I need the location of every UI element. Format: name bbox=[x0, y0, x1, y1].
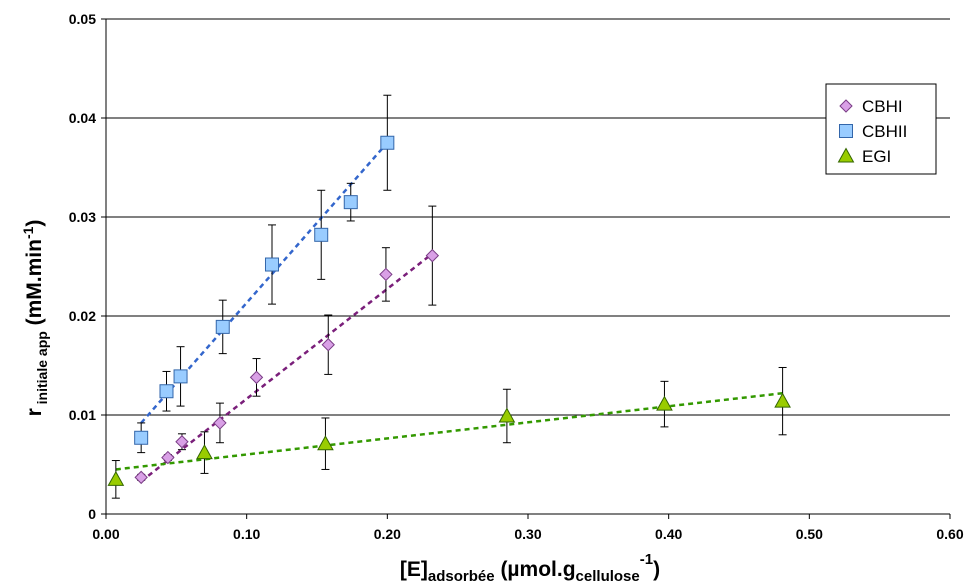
data-markers bbox=[107, 135, 791, 486]
egi-point bbox=[317, 435, 334, 451]
cbhi-point bbox=[379, 267, 393, 282]
cbhi-point bbox=[425, 248, 440, 263]
egi-trendline bbox=[115, 391, 783, 471]
grid-lines bbox=[106, 18, 950, 416]
legend-label-egi: EGI bbox=[862, 147, 891, 166]
x-axis-title-sub1: adsorbée bbox=[428, 568, 495, 581]
y-tick-label: 0.05 bbox=[69, 11, 96, 27]
egi-point bbox=[774, 392, 791, 408]
cbhii-point bbox=[215, 319, 230, 334]
cbhi-point bbox=[213, 416, 227, 430]
cbhi-point bbox=[134, 470, 148, 485]
legend-marker-cbhii bbox=[839, 124, 853, 138]
y-axis-title: r initiale app (mM.min-1) bbox=[20, 220, 50, 417]
egi-point bbox=[656, 395, 673, 411]
cbhi-point bbox=[161, 450, 175, 465]
x-tick-label: 0.20 bbox=[374, 526, 401, 542]
y-tick-label: 0.04 bbox=[69, 110, 96, 126]
egi-point bbox=[498, 407, 516, 423]
x-axis-title-mid: (µmol.g bbox=[495, 558, 576, 581]
legend-marker-egi bbox=[837, 147, 855, 163]
x-tick-label: 0.60 bbox=[936, 526, 963, 542]
y-axis-title-sup: -1 bbox=[20, 226, 36, 239]
y-tick-label: 0 bbox=[88, 506, 96, 522]
x-axis-title-end: ) bbox=[653, 558, 660, 581]
egi-point bbox=[196, 444, 213, 460]
cbhii-point bbox=[173, 369, 188, 384]
cbhi-point bbox=[175, 435, 189, 449]
cbhii-trendline bbox=[140, 141, 389, 424]
x-tick-label: 0.50 bbox=[796, 526, 823, 542]
x-tick-label: 0.10 bbox=[233, 526, 260, 542]
y-axis-title-mid: (mM.min bbox=[23, 239, 46, 331]
cbhi-trendline bbox=[140, 252, 434, 483]
x-tick-label: 0.00 bbox=[92, 526, 119, 542]
x-axis-title-sub2: cellulose bbox=[576, 568, 640, 581]
y-axis-title-end: ) bbox=[23, 220, 46, 227]
x-axis-title-main: [E] bbox=[400, 558, 428, 581]
x-axis-title-sup: -1 bbox=[640, 551, 653, 568]
cbhii-point bbox=[314, 227, 329, 242]
axes bbox=[101, 18, 951, 519]
cbhii-point bbox=[134, 430, 149, 445]
cbhii-point bbox=[264, 257, 279, 272]
y-axis-title-sub: initiale app bbox=[34, 331, 50, 408]
tick-labels: 0 0.01 0.02 0.03 0.04 0.05 0.00 0.10 0.20 0.30 0.4… bbox=[69, 11, 964, 542]
cbhii-point bbox=[159, 384, 174, 399]
cbhi-point bbox=[321, 338, 335, 352]
cbhi-point bbox=[249, 370, 264, 385]
egi-point bbox=[107, 470, 125, 486]
x-axis-title: [E]adsorbée (µmol.gcellulose-1) bbox=[400, 551, 660, 581]
cbhii-point bbox=[343, 195, 358, 210]
y-tick-label: 0.01 bbox=[69, 407, 96, 423]
error-bars bbox=[111, 94, 787, 499]
legend-marker-cbhi bbox=[839, 99, 853, 113]
cbhii-point bbox=[380, 135, 395, 150]
legend: CBHI CBHII EGI bbox=[825, 83, 937, 175]
x-tick-label: 0.40 bbox=[655, 526, 682, 542]
legend-label-cbhii: CBHII bbox=[862, 122, 907, 141]
trendlines bbox=[115, 141, 783, 483]
legend-label-cbhi: CBHI bbox=[862, 97, 903, 116]
y-tick-label: 0.02 bbox=[69, 308, 96, 324]
y-tick-label: 0.03 bbox=[69, 209, 96, 225]
x-tick-label: 0.30 bbox=[514, 526, 541, 542]
y-axis-title-main: r bbox=[23, 408, 46, 416]
legend-items: CBHI CBHII EGI bbox=[837, 97, 907, 166]
